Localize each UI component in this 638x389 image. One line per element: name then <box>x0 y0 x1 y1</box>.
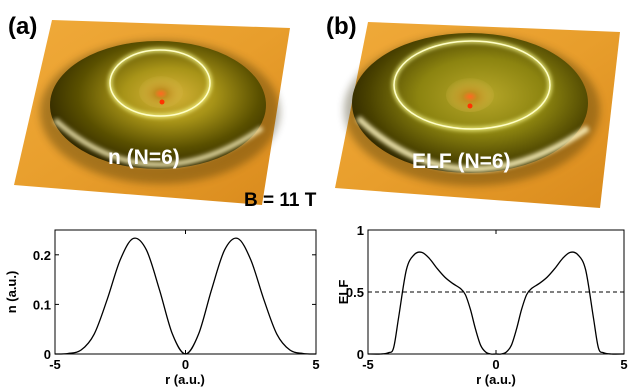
chart-b-ticks: -5 0 500.51 <box>346 223 628 372</box>
chart-a-ylabel: n (a.u.) <box>4 271 19 314</box>
chart-b-ytick-label: 0.5 <box>346 285 364 300</box>
surface-b-peak <box>467 103 473 109</box>
surface-b-pit <box>446 78 494 112</box>
surface-a-ring <box>109 49 211 117</box>
chart-b: -5 0 500.51 r (a.u.) ELF <box>336 223 628 387</box>
chart-a: -5 0 500.10.2 r (a.u.) n (a.u.) <box>4 229 320 387</box>
panel-a-letter: (a) <box>8 13 37 40</box>
chart-b-series-line <box>367 251 625 355</box>
chart-a-xtick-label: -5 <box>49 357 61 372</box>
chart-a-xlabel: r (a.u.) <box>165 372 205 387</box>
chart-b-ylabel: ELF <box>336 280 351 305</box>
surface-a-peak <box>159 99 165 105</box>
chart-a-ytick-label: 0 <box>44 347 51 362</box>
chart-a-ytick-label: 0.2 <box>33 248 51 263</box>
surface-b-label: ELF (N=6) <box>412 150 511 173</box>
surface-b-ring <box>393 40 551 130</box>
surface-a-pit <box>139 76 183 108</box>
chart-a-xtick-label: 0 <box>182 357 189 372</box>
panel-b-letter: (b) <box>326 13 357 40</box>
chart-a-series-line <box>54 237 317 355</box>
surface-a-label: n (N=6) <box>108 146 180 169</box>
surface-b-rim-glow <box>355 115 590 173</box>
chart-b-ytick-label: 0 <box>357 347 364 362</box>
field-label: B = 11 T <box>244 190 317 211</box>
chart-b-xtick-label: 0 <box>492 357 499 372</box>
chart-b-xtick-label: -5 <box>362 357 374 372</box>
surface-b <box>335 22 620 208</box>
chart-a-xtick-label: 5 <box>312 357 319 372</box>
chart-b-ytick-label: 1 <box>357 223 364 238</box>
chart-b-xtick-label: 5 <box>620 357 627 372</box>
surface-a <box>14 20 290 205</box>
chart-a-ytick-label: 0.1 <box>33 297 51 312</box>
chart-a-ticks: -5 0 500.10.2 <box>33 230 320 372</box>
chart-b-xlabel: r (a.u.) <box>476 372 516 387</box>
surface-a-rim-glow <box>53 118 264 167</box>
